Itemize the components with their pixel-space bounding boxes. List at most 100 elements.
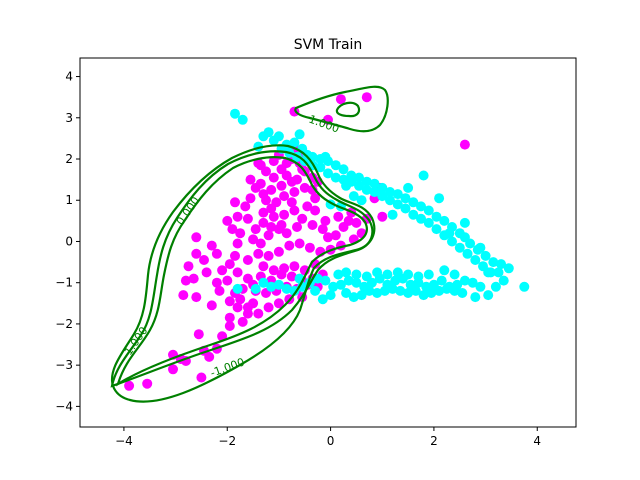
x-tick-label: 0: [327, 434, 335, 448]
magenta-point: [142, 378, 153, 389]
cyan-point: [250, 283, 261, 294]
magenta-point: [361, 92, 372, 103]
cyan-point: [281, 283, 292, 294]
magenta-point: [248, 234, 259, 245]
cyan-point: [467, 277, 478, 288]
magenta-point: [201, 267, 212, 278]
y-tick-label: −3: [55, 358, 73, 372]
cyan-point: [330, 172, 341, 183]
magenta-point: [224, 296, 235, 307]
magenta-point: [276, 220, 287, 230]
magenta-point: [307, 220, 318, 230]
contour-level-0: [110, 150, 374, 388]
y-tick-label: −2: [55, 317, 73, 331]
cyan-point: [459, 275, 470, 286]
cyan-point: [348, 191, 359, 202]
magenta-point: [183, 261, 194, 272]
cyan-point: [410, 285, 421, 296]
cyan-point: [403, 288, 414, 298]
magenta-point: [343, 215, 354, 226]
magenta-point: [276, 164, 287, 175]
cyan-point: [426, 288, 437, 298]
magenta-point: [289, 261, 300, 272]
scatter-points: [124, 92, 530, 391]
y-tick-label: 4: [65, 70, 73, 84]
cyan-point: [457, 288, 468, 298]
contour-level-pos1: [110, 144, 376, 403]
magenta-point: [299, 182, 310, 193]
y-tick-label: 3: [65, 111, 73, 125]
y-tick-label: 2: [65, 152, 73, 166]
cyan-point: [470, 255, 481, 265]
cyan-point: [441, 283, 452, 294]
magenta-point: [263, 302, 274, 313]
magenta-point: [266, 184, 277, 195]
magenta-point: [227, 224, 238, 235]
cyan-point: [413, 271, 424, 282]
cyan-point: [385, 187, 395, 197]
contour-label-bottom: -1.000: [209, 355, 247, 379]
cyan-point: [377, 191, 388, 202]
magenta-point: [310, 193, 321, 204]
cyan-point: [400, 203, 411, 214]
magenta-point: [258, 261, 269, 272]
cyan-point: [423, 205, 434, 216]
magenta-point: [307, 184, 318, 195]
magenta-point: [289, 205, 300, 216]
cyan-point: [392, 199, 403, 210]
magenta-point: [237, 316, 248, 327]
chart-title: SVM Train: [294, 37, 363, 53]
cyan-point: [490, 281, 501, 292]
cyan-point: [351, 269, 362, 280]
cyan-point: [294, 129, 305, 140]
cyan-point: [483, 290, 494, 301]
cyan-point: [449, 269, 460, 280]
cyan-point: [459, 217, 470, 228]
cyan-point: [439, 215, 450, 226]
cyan-point: [258, 277, 269, 288]
magenta-point: [276, 180, 287, 191]
cyan-point: [320, 275, 331, 286]
cyan-point: [387, 283, 398, 294]
magenta-point: [377, 211, 388, 222]
magenta-point: [284, 240, 295, 251]
magenta-point: [286, 197, 297, 208]
magenta-point: [232, 211, 243, 222]
cyan-point: [382, 269, 393, 280]
magenta-point: [245, 174, 256, 185]
magenta-point: [224, 259, 235, 270]
y-tick-label: 0: [65, 234, 73, 248]
magenta-point: [232, 302, 243, 313]
x-tick-label: 4: [533, 434, 541, 448]
cyan-point: [475, 281, 486, 292]
magenta-point: [240, 201, 251, 212]
cyan-point: [356, 290, 367, 301]
magenta-point: [304, 242, 315, 253]
magenta-point: [302, 201, 313, 212]
magenta-point: [196, 372, 207, 383]
magenta-point: [191, 292, 202, 303]
magenta-point: [191, 248, 202, 259]
cyan-point: [403, 269, 414, 280]
cyan-point: [385, 195, 395, 206]
plot-area-frame: [79, 57, 577, 428]
magenta-point: [279, 191, 290, 202]
cyan-point: [431, 211, 442, 222]
cyan-point: [335, 279, 346, 290]
cyan-point: [423, 217, 434, 228]
cyan-point: [237, 114, 248, 125]
magenta-point: [242, 273, 253, 284]
x-tick-label: −2: [218, 434, 236, 448]
magenta-point: [351, 217, 362, 228]
magenta-point: [294, 238, 305, 249]
cyan-point: [232, 283, 243, 294]
magenta-point: [211, 277, 222, 288]
magenta-point: [199, 255, 209, 265]
cyan-point: [431, 224, 442, 235]
magenta-point: [222, 275, 233, 286]
cyan-point: [449, 285, 460, 296]
cyan-point: [480, 250, 491, 261]
cyan-point: [263, 127, 274, 138]
cyan-point: [488, 257, 499, 268]
magenta-point: [255, 178, 266, 189]
